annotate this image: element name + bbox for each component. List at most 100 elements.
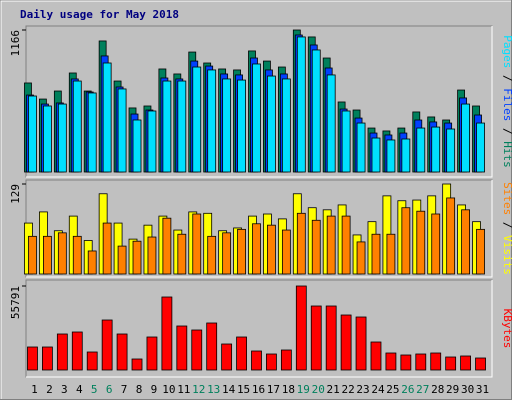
bar [132,119,142,173]
x-tick-label: 16 [252,383,265,396]
bar [281,78,291,173]
bar [222,232,232,275]
bar [311,219,321,275]
bar [56,333,68,371]
legend-entry: Files [501,88,512,121]
bar [355,316,367,371]
bar [460,355,471,371]
x-tick-label: 17 [267,383,280,396]
plot-bevel [26,26,493,178]
legend-entry: Pages [501,35,512,68]
x-tick-label: 22 [341,383,354,396]
bar [461,103,470,173]
bar [102,222,112,275]
bar [386,139,396,173]
x-tick-label: 5 [91,383,98,396]
bar [147,236,157,275]
x-tick-label: 8 [136,383,143,396]
bar [191,329,203,371]
bar [476,122,485,173]
x-tick-label: 26 [401,383,414,396]
legend-separator: / [501,68,512,88]
x-tick-label: 28 [431,383,444,396]
bar [386,233,396,275]
legend: Pages / Files / Hits [501,35,512,168]
bar [341,110,351,173]
legend-separator: / [501,215,512,235]
bar [445,356,457,371]
bar [430,352,442,371]
x-tick-label: 15 [237,383,250,396]
bar [221,343,233,371]
x-tick-label: 12 [192,383,205,396]
bar [296,212,306,275]
bar [341,215,351,275]
legend-entry: KBytes [501,309,512,349]
bar [325,305,337,371]
bar [267,224,276,275]
bar [71,331,83,371]
bar [385,352,397,371]
bar [356,241,366,275]
bar [431,213,441,275]
bar [310,305,322,371]
bar [86,351,98,371]
bar [476,228,485,275]
bar [222,78,232,173]
x-tick-label: 7 [121,383,128,396]
bar [87,250,97,275]
x-tick-label: 19 [297,383,310,396]
bar [326,74,336,173]
legend-separator: / [501,121,512,141]
x-tick-label: 11 [177,383,190,396]
bar [177,80,187,173]
bar [326,215,336,275]
x-tick-label: 27 [416,383,429,396]
bar [371,233,381,275]
bar [295,285,307,371]
x-tick-label: 30 [461,383,474,396]
x-tick-label: 9 [151,383,158,396]
x-tick-label: 25 [386,383,399,396]
bar [117,245,127,275]
bar [116,333,128,371]
plot-bevel [26,280,493,378]
x-tick-label: 1 [31,383,38,396]
legend-entry: Visits [501,235,512,275]
y-tick-label: 129 [9,184,22,204]
bar [370,341,382,371]
bar [251,350,262,371]
x-tick-label: 18 [282,383,295,396]
bar [57,103,67,173]
bar [87,92,97,173]
bar [266,353,277,371]
bar [192,213,202,275]
bar [147,110,157,173]
x-tick-label: 21 [327,383,340,396]
bar [162,80,172,173]
bar [57,232,67,275]
bar [177,233,187,275]
x-tick-label: 4 [76,383,83,396]
bar [281,229,291,275]
bar [117,88,127,173]
bar [42,346,53,371]
bar [101,319,113,371]
x-tick-label: 29 [446,383,459,396]
bar [176,325,188,371]
x-tick-label: 2 [46,383,53,396]
x-tick-label: 23 [356,383,369,396]
bar [236,336,247,371]
bar [340,314,352,371]
bar [28,235,37,275]
bar [446,197,456,275]
bar [131,358,143,371]
legend: Sites / Visits [501,182,512,275]
bar [27,346,38,371]
bar [461,209,470,275]
bar [371,137,381,173]
x-tick-label: 24 [371,383,385,396]
bar [401,138,411,173]
bar [102,62,112,173]
